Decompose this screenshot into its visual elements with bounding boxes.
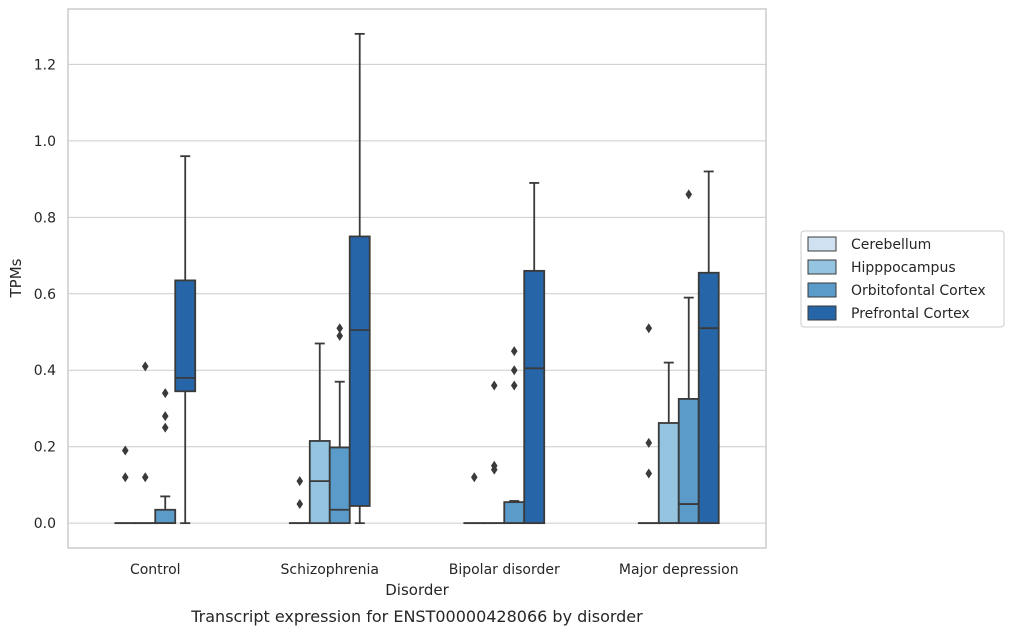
box-cerebellum bbox=[114, 445, 137, 525]
box-iqr bbox=[503, 501, 526, 525]
y-tick-label: 0.4 bbox=[34, 363, 56, 379]
y-tick-labels: 0.0 0.2 0.4 0.6 0.8 1.0 1.2 bbox=[34, 57, 56, 532]
outlier-point bbox=[510, 380, 518, 391]
outlier-point bbox=[336, 330, 344, 341]
y-tick-label: 1.2 bbox=[34, 57, 56, 73]
box-prefrontal-cortex bbox=[697, 170, 720, 525]
y-tick-label: 0.0 bbox=[34, 516, 56, 532]
outlier-point bbox=[161, 388, 169, 399]
y-tick-label: 1.0 bbox=[34, 134, 56, 150]
y-tick-label: 0.8 bbox=[34, 210, 56, 226]
legend-label: Hipppocampus bbox=[851, 260, 956, 276]
outlier-point bbox=[490, 380, 498, 391]
x-tick-label: Major depression bbox=[619, 562, 739, 578]
legend-label: Orbitofontal Cortex bbox=[851, 283, 986, 299]
plot-frame bbox=[67, 8, 767, 549]
outlier-point bbox=[141, 361, 149, 372]
box-prefrontal-cortex bbox=[523, 182, 546, 525]
box-iqr bbox=[523, 269, 546, 525]
legend-swatch bbox=[807, 282, 837, 298]
outlier-point bbox=[141, 472, 149, 483]
outlier-point bbox=[645, 468, 653, 479]
box-iqr bbox=[657, 422, 680, 525]
outlier-point bbox=[645, 323, 653, 334]
legend-swatch bbox=[807, 305, 837, 321]
outlier-point bbox=[296, 476, 304, 487]
box-prefrontal-cortex bbox=[174, 155, 197, 525]
x-tick-label: Schizophrenia bbox=[281, 562, 379, 578]
box-iqr bbox=[348, 235, 371, 507]
legend-label: Prefrontal Cortex bbox=[851, 306, 970, 322]
x-tick-labels: Control Schizophrenia Bipolar disorder Majo… bbox=[130, 562, 739, 578]
outlier-point bbox=[121, 472, 129, 483]
box-series bbox=[114, 32, 720, 525]
outlier-point bbox=[510, 365, 518, 376]
outlier-point bbox=[645, 437, 653, 448]
outlier-point bbox=[336, 323, 344, 334]
outlier-point bbox=[685, 189, 693, 200]
outlier-point bbox=[510, 346, 518, 357]
outlier-point bbox=[161, 422, 169, 433]
outlier-point bbox=[470, 472, 478, 483]
legend-swatch bbox=[807, 259, 837, 275]
outlier-point bbox=[296, 499, 304, 510]
box-iqr bbox=[697, 271, 720, 525]
legend-swatch bbox=[807, 236, 837, 252]
box-iqr bbox=[308, 440, 331, 525]
legend-label: Cerebellum bbox=[851, 237, 931, 253]
y-tick-label: 0.2 bbox=[34, 440, 56, 456]
box-iqr bbox=[174, 279, 197, 393]
outlier-point bbox=[161, 411, 169, 422]
box-prefrontal-cortex bbox=[348, 32, 371, 525]
x-tick-label: Control bbox=[130, 562, 181, 578]
y-tick-label: 0.6 bbox=[34, 287, 56, 303]
box-cerebellum bbox=[637, 323, 660, 525]
outlier-point bbox=[490, 464, 498, 475]
box-orbitofontal-cortex bbox=[154, 388, 177, 525]
box-iqr bbox=[154, 508, 177, 525]
y-axis-title: TPMs bbox=[7, 258, 25, 298]
legend: Cerebellum Hipppocampus Orbitofontal Corte… bbox=[800, 230, 1005, 328]
box-iqr bbox=[328, 446, 351, 525]
legend-frame bbox=[800, 230, 1005, 328]
chart-caption: Transcript expression for ENST0000042806… bbox=[190, 607, 643, 626]
x-axis-title: Disorder bbox=[385, 581, 449, 599]
x-tick-label: Bipolar disorder bbox=[449, 562, 560, 578]
outlier-point bbox=[121, 445, 129, 456]
